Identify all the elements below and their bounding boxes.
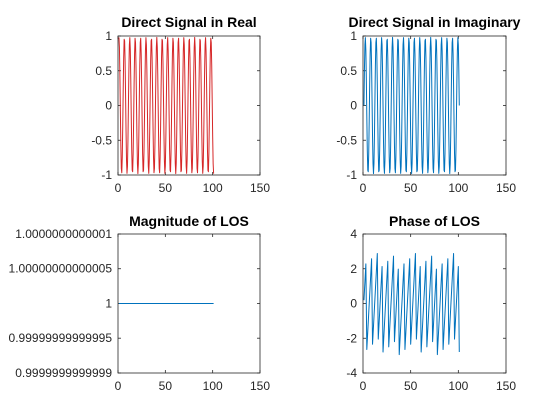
ytick-label: 1 [105, 296, 112, 310]
subplot-imag: Direct Signal in Imaginary 0 50 100 150 -1 -0… [336, 14, 520, 195]
ytick-label: 0.5 [340, 64, 357, 78]
ytick-label: -1 [346, 168, 357, 182]
ytick-label: -0.5 [336, 133, 357, 147]
xtick-label: 100 [203, 379, 223, 393]
title-phase: Phase of LOS [389, 213, 480, 229]
ytick-label: 0.5 [95, 64, 112, 78]
ticks-real: 0 50 100 150 -1 -0.5 0 0.5 1 [91, 29, 270, 195]
xtick-label: 50 [159, 181, 173, 195]
ytick-label: -2 [346, 331, 357, 345]
series-phase [363, 253, 460, 356]
series-line-imag [363, 36, 460, 175]
ytick-label: 0.99999999999995 [9, 331, 113, 345]
ytick-label: -0.5 [91, 133, 112, 147]
xtick-label: 150 [250, 181, 270, 195]
ytick-label: 1.0000000000001 [15, 227, 112, 241]
title-mag: Magnitude of LOS [129, 213, 249, 229]
ytick-label: 1 [350, 29, 357, 43]
series-line-real [118, 36, 215, 175]
series-real [118, 36, 215, 175]
ticks-imag: 0 50 100 150 -1 -0.5 0 0.5 1 [336, 29, 516, 195]
ytick-label: -4 [346, 366, 357, 380]
ytick-label: 0 [105, 99, 112, 113]
subplot-phase: Phase of LOS 0 50 100 150 -4 -2 0 2 4 [346, 213, 516, 393]
xtick-label: 0 [360, 181, 367, 195]
xtick-label: 150 [250, 379, 270, 393]
xtick-label: 100 [448, 181, 468, 195]
xtick-label: 0 [360, 379, 367, 393]
xtick-label: 0 [115, 181, 122, 195]
xtick-label: 50 [159, 379, 173, 393]
ytick-label: 2 [350, 262, 357, 276]
xtick-label: 100 [448, 379, 468, 393]
xtick-label: 150 [496, 181, 516, 195]
ytick-label: 1.00000000000005 [9, 262, 113, 276]
ticks-mag: 0 50 100 150 0.9999999999999 0.99999999999995… [9, 227, 271, 393]
xtick-label: 50 [404, 379, 418, 393]
ytick-label: -1 [101, 168, 112, 182]
title-imag: Direct Signal in Imaginary [349, 14, 521, 30]
ytick-label: 0 [350, 99, 357, 113]
title-real: Direct Signal in Real [121, 14, 256, 30]
xtick-label: 150 [496, 379, 516, 393]
xtick-label: 0 [115, 379, 122, 393]
subplot-real: Direct Signal in Real 0 50 100 150 -1 -0.5 0 0.… [91, 14, 270, 195]
ticks-phase: 0 50 100 150 -4 -2 0 2 4 [346, 227, 516, 393]
ytick-label: 0.9999999999999 [15, 366, 112, 380]
subplot-mag: Magnitude of LOS 0 50 100 150 0.999999999999… [9, 213, 271, 393]
ytick-label: 0 [350, 297, 357, 311]
xtick-label: 50 [404, 181, 418, 195]
xtick-label: 100 [203, 181, 223, 195]
ytick-label: 4 [350, 227, 357, 241]
series-line-phase [363, 253, 460, 356]
series-imag [363, 36, 460, 175]
ytick-label: 1 [105, 29, 112, 43]
